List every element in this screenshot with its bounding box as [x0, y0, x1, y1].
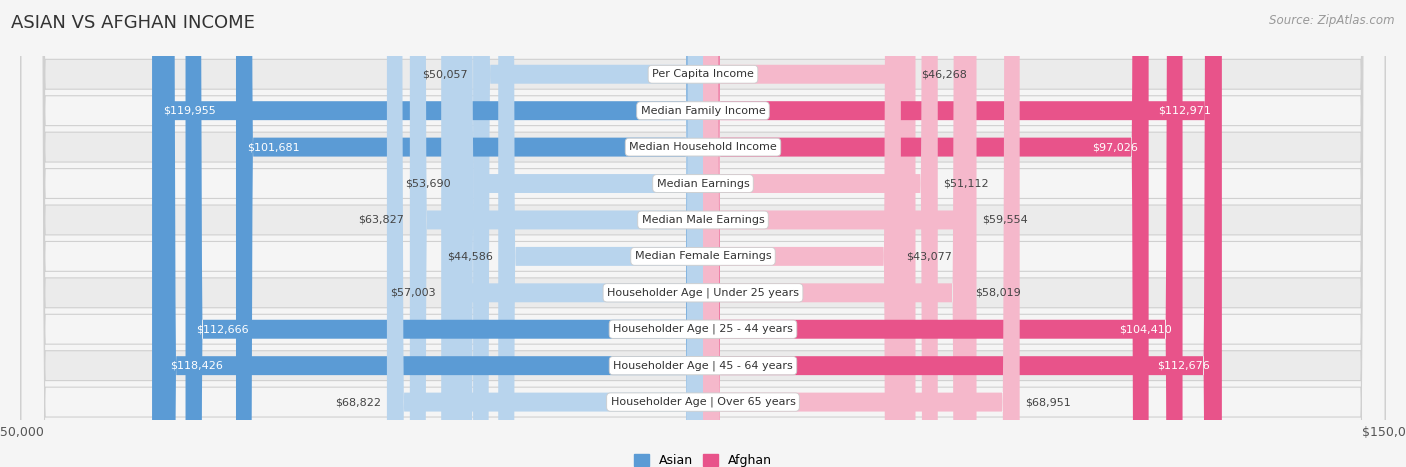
FancyBboxPatch shape	[152, 0, 703, 467]
Text: $118,426: $118,426	[170, 361, 224, 371]
Text: $46,268: $46,268	[921, 69, 967, 79]
Text: $101,681: $101,681	[247, 142, 299, 152]
Text: Median Family Income: Median Family Income	[641, 106, 765, 116]
FancyBboxPatch shape	[21, 0, 1385, 467]
Text: Householder Age | 45 - 64 years: Householder Age | 45 - 64 years	[613, 361, 793, 371]
Text: $68,951: $68,951	[1025, 397, 1071, 407]
Text: $43,077: $43,077	[907, 251, 952, 262]
Text: $104,410: $104,410	[1119, 324, 1171, 334]
FancyBboxPatch shape	[409, 0, 703, 467]
FancyBboxPatch shape	[703, 0, 1019, 467]
Text: Median Female Earnings: Median Female Earnings	[634, 251, 772, 262]
FancyBboxPatch shape	[21, 0, 1385, 467]
Text: $63,827: $63,827	[359, 215, 405, 225]
Text: Householder Age | Under 25 years: Householder Age | Under 25 years	[607, 288, 799, 298]
FancyBboxPatch shape	[21, 0, 1385, 467]
Text: $44,586: $44,586	[447, 251, 492, 262]
FancyBboxPatch shape	[703, 0, 901, 467]
Text: $59,554: $59,554	[981, 215, 1028, 225]
FancyBboxPatch shape	[21, 0, 1385, 467]
FancyBboxPatch shape	[498, 0, 703, 467]
Text: $68,822: $68,822	[336, 397, 381, 407]
FancyBboxPatch shape	[703, 0, 1222, 467]
Text: $51,112: $51,112	[943, 178, 988, 189]
Text: $119,955: $119,955	[163, 106, 217, 116]
FancyBboxPatch shape	[703, 0, 1220, 467]
FancyBboxPatch shape	[21, 0, 1385, 467]
FancyBboxPatch shape	[703, 0, 938, 467]
Text: $53,690: $53,690	[405, 178, 451, 189]
FancyBboxPatch shape	[21, 0, 1385, 467]
Text: Per Capita Income: Per Capita Income	[652, 69, 754, 79]
FancyBboxPatch shape	[703, 0, 977, 467]
Text: $97,026: $97,026	[1091, 142, 1137, 152]
FancyBboxPatch shape	[703, 0, 1182, 467]
FancyBboxPatch shape	[21, 0, 1385, 467]
FancyBboxPatch shape	[703, 0, 915, 467]
FancyBboxPatch shape	[159, 0, 703, 467]
Text: $112,676: $112,676	[1157, 361, 1209, 371]
Text: Source: ZipAtlas.com: Source: ZipAtlas.com	[1270, 14, 1395, 27]
FancyBboxPatch shape	[472, 0, 703, 467]
FancyBboxPatch shape	[21, 0, 1385, 467]
FancyBboxPatch shape	[441, 0, 703, 467]
Text: $57,003: $57,003	[389, 288, 436, 298]
FancyBboxPatch shape	[387, 0, 703, 467]
Text: ASIAN VS AFGHAN INCOME: ASIAN VS AFGHAN INCOME	[11, 14, 254, 32]
FancyBboxPatch shape	[703, 0, 1149, 467]
Text: $50,057: $50,057	[422, 69, 468, 79]
Legend: Asian, Afghan: Asian, Afghan	[628, 449, 778, 467]
FancyBboxPatch shape	[21, 0, 1385, 467]
FancyBboxPatch shape	[236, 0, 703, 467]
Text: $58,019: $58,019	[974, 288, 1021, 298]
Text: $112,666: $112,666	[197, 324, 249, 334]
Text: $112,971: $112,971	[1159, 106, 1211, 116]
Text: Householder Age | 25 - 44 years: Householder Age | 25 - 44 years	[613, 324, 793, 334]
Text: Householder Age | Over 65 years: Householder Age | Over 65 years	[610, 397, 796, 407]
Text: Median Household Income: Median Household Income	[628, 142, 778, 152]
Text: Median Earnings: Median Earnings	[657, 178, 749, 189]
FancyBboxPatch shape	[21, 0, 1385, 467]
Text: Median Male Earnings: Median Male Earnings	[641, 215, 765, 225]
FancyBboxPatch shape	[703, 0, 970, 467]
FancyBboxPatch shape	[186, 0, 703, 467]
FancyBboxPatch shape	[457, 0, 703, 467]
